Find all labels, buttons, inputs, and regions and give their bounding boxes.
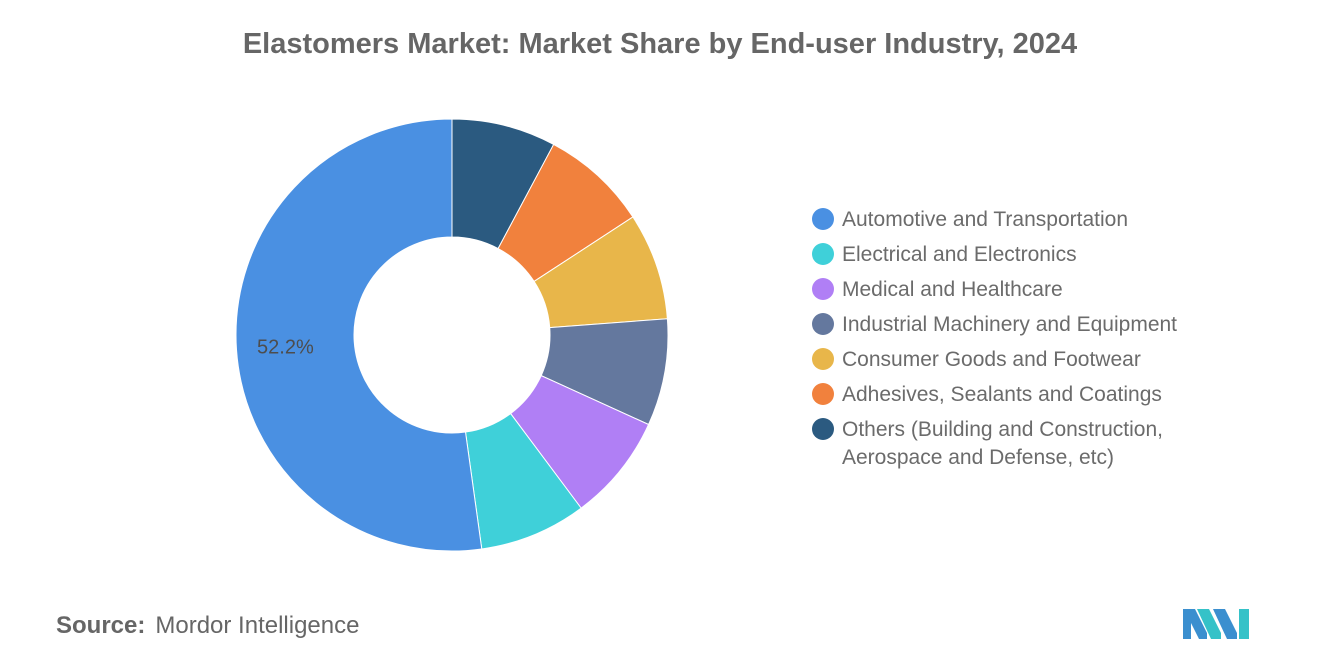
mordor-logo-icon (1183, 609, 1249, 639)
legend-item: Others (Building and Construction, Aeros… (812, 416, 1252, 472)
data-label-0: 52.2% (257, 337, 314, 359)
source-label: Source: (56, 612, 146, 639)
legend-item: Adhesives, Sealants and Coatings (812, 381, 1252, 409)
legend-swatch (812, 243, 834, 265)
chart-legend: Automotive and Transportation Electrical … (812, 206, 1252, 479)
legend-label: Medical and Healthcare (842, 278, 1063, 301)
legend-swatch (812, 278, 834, 300)
legend-label: Automotive and Transportation (842, 208, 1129, 231)
legend-item: Industrial Machinery and Equipment (812, 311, 1252, 339)
chart-title: Elastomers Market: Market Share by End-u… (242, 28, 1078, 60)
legend-item: Medical and Healthcare (812, 276, 1252, 304)
legend-swatch (812, 418, 834, 440)
legend-item: Automotive and Transportation (812, 206, 1252, 234)
legend-label: Adhesives, Sealants and Coatings (842, 383, 1162, 406)
slice-0 (235, 118, 483, 552)
legend-swatch (812, 313, 834, 335)
legend-swatch (812, 383, 834, 405)
legend-swatch (812, 208, 834, 230)
legend-label: Consumer Goods and Footwear (842, 348, 1141, 371)
legend-label: Electrical and Electronics (842, 243, 1077, 266)
legend-label: Industrial Machinery and Equipment (842, 313, 1178, 336)
legend-item: Electrical and Electronics (812, 241, 1252, 269)
legend-swatch (812, 348, 834, 370)
legend-item: Consumer Goods and Footwear (812, 346, 1252, 374)
source-line: Source: Mordor Intelligence (56, 612, 359, 640)
legend-label: Others (Building and Construction, Aeros… (842, 418, 1163, 469)
source-value: Mordor Intelligence (155, 612, 360, 639)
